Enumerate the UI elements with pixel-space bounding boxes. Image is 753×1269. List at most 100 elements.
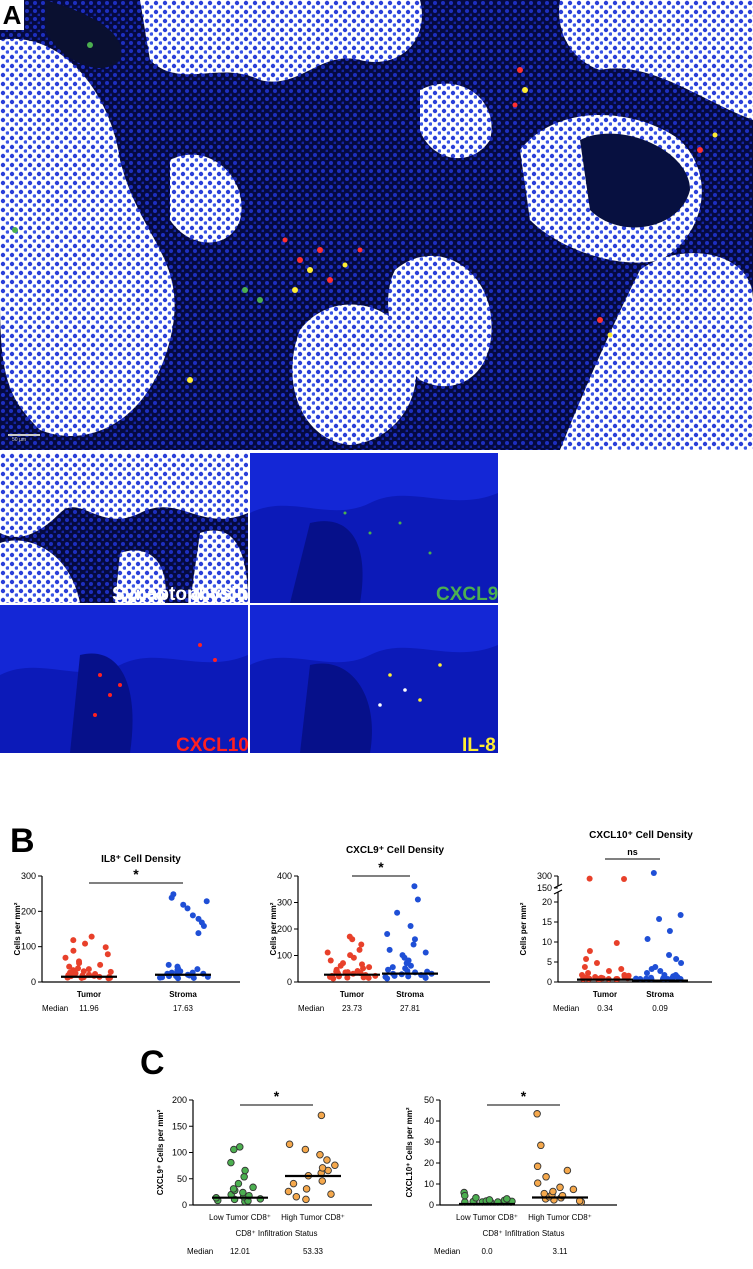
y-tick-label: 40 [424, 1116, 434, 1126]
y-tick-label: 0 [31, 977, 36, 987]
data-point [301, 1145, 310, 1154]
data-point [405, 973, 412, 980]
data-point [356, 946, 363, 953]
x-tick-label: Tumor [340, 990, 364, 999]
y-axis-label: CXCL10⁺ Cells per mm² [405, 1107, 414, 1197]
panel-label-a: A [0, 0, 24, 30]
y-tick-label: 100 [172, 1148, 187, 1158]
data-point [347, 952, 354, 959]
data-point [358, 941, 365, 948]
synaptophysin-label: Synaptophysin [112, 584, 249, 605]
microscopy-merged-svg: 50 µm [0, 0, 753, 450]
y-tick-label: 200 [21, 906, 36, 916]
data-point [102, 944, 109, 951]
data-point [621, 876, 628, 882]
data-point [583, 956, 590, 962]
data-point [316, 1150, 324, 1159]
data-point [241, 1166, 249, 1175]
data-point [411, 936, 418, 943]
microscopy-main-image: 50 µm [0, 0, 753, 450]
data-point [317, 1111, 326, 1120]
median-value: 17.63 [173, 1004, 194, 1013]
y-tick-label: 50 [424, 1095, 434, 1105]
median-value: 11.96 [79, 1004, 99, 1013]
data-point [324, 949, 331, 956]
data-point [384, 930, 391, 937]
y-tick-label: 100 [21, 942, 36, 952]
y-tick-label: 10 [542, 937, 552, 947]
data-point [666, 928, 673, 934]
y-tick-label: 300 [277, 898, 292, 908]
data-point [673, 956, 680, 962]
data-point [542, 1173, 550, 1181]
y-tick-label: 5 [547, 957, 552, 967]
data-point [672, 972, 679, 978]
y-tick-label: 50 [177, 1174, 187, 1184]
data-point [533, 1162, 542, 1171]
data-point [407, 923, 414, 929]
median-value: 27.81 [400, 1004, 421, 1013]
data-point [605, 968, 612, 974]
median-value: 23.73 [342, 1004, 363, 1013]
data-point [184, 905, 191, 912]
data-point [240, 1173, 248, 1181]
significance-label: * [274, 1088, 280, 1104]
data-point [302, 1185, 311, 1193]
data-point [256, 1195, 265, 1203]
data-point [180, 901, 187, 908]
data-point [422, 949, 429, 956]
data-point [569, 1185, 578, 1194]
data-point [586, 875, 593, 882]
data-point [174, 963, 181, 970]
y-tick-label: 200 [277, 924, 292, 934]
data-point [104, 951, 111, 958]
axis-break-mark [553, 883, 563, 889]
significance-label: * [133, 866, 139, 882]
median-row-label: Median [298, 1004, 324, 1013]
data-point [194, 966, 201, 973]
cxcl10-channel [0, 605, 248, 753]
median-value: 3.11 [553, 1247, 569, 1256]
data-point [195, 915, 202, 922]
data-point [678, 960, 685, 966]
significance-label: ns [627, 847, 638, 857]
data-point [354, 968, 361, 975]
data-point [652, 964, 659, 970]
y-axis-label: Cells per mm² [269, 902, 278, 955]
data-point [648, 974, 655, 981]
x-tick-label: Stroma [646, 990, 674, 999]
y-tick-label: 10 [424, 1179, 434, 1189]
data-point [239, 1188, 247, 1197]
il8-channel [250, 605, 498, 753]
cxcl9-channel [250, 453, 498, 603]
data-point [88, 933, 95, 940]
data-point [331, 1161, 339, 1169]
data-point [581, 964, 588, 970]
data-point [657, 968, 664, 974]
y-tick-label: 150 [537, 883, 552, 893]
data-point [85, 966, 92, 973]
x-tick-label: High Tumor CD8⁺ [528, 1213, 592, 1222]
data-point [76, 958, 83, 965]
y-tick-label: 0 [429, 1200, 434, 1210]
data-point [229, 1185, 238, 1193]
median-row-label: Median [434, 1247, 460, 1256]
scale-bar-text: 50 µm [12, 437, 26, 443]
cxcl9-svg [250, 453, 498, 603]
il8-svg [250, 605, 498, 753]
data-point [578, 972, 585, 978]
median-value: 12.01 [230, 1247, 251, 1256]
data-point [592, 974, 599, 980]
x-axis-label: CD8⁺ Infiltration Status [482, 1229, 564, 1238]
data-point [344, 974, 351, 981]
x-tick-label: Stroma [396, 990, 424, 999]
median-value: 0.09 [652, 1004, 668, 1013]
data-point [402, 965, 409, 972]
data-point [661, 972, 668, 978]
data-point [563, 1166, 572, 1175]
data-point [389, 964, 396, 971]
data-point [107, 968, 114, 975]
data-point [165, 961, 172, 968]
y-tick-label: 300 [537, 871, 552, 881]
data-point [399, 952, 406, 959]
